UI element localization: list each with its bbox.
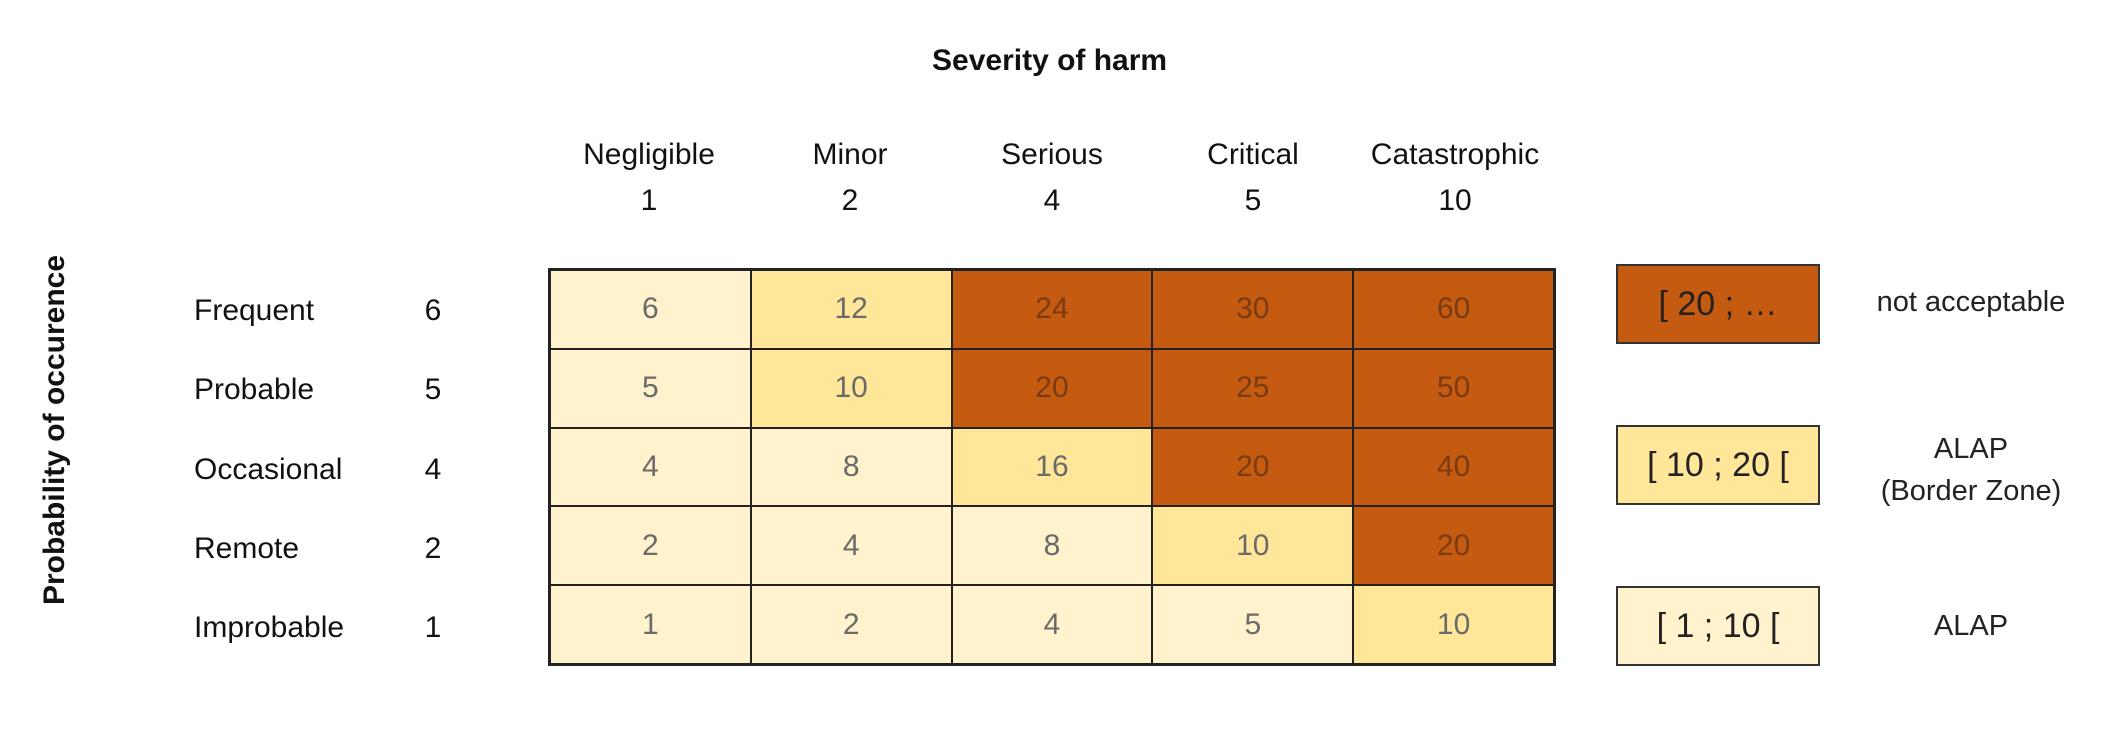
risk-cell: 5 bbox=[1152, 585, 1354, 664]
risk-cell: 24 bbox=[951, 270, 1153, 349]
severity-value: 4 bbox=[1043, 184, 1061, 217]
legend-label-line: ALAP bbox=[1933, 610, 2009, 642]
legend-label-line: ALAP bbox=[1933, 433, 2009, 465]
risk-cell: 2 bbox=[550, 506, 751, 586]
severity-header-serious: Serious 4 bbox=[952, 132, 1152, 224]
risk-cell: 60 bbox=[1353, 270, 1554, 349]
severity-name: Critical bbox=[1207, 138, 1299, 171]
legend-label-alap: ALAP bbox=[1846, 610, 2096, 643]
risk-cell: 20 bbox=[951, 348, 1153, 428]
risk-cell: 2 bbox=[750, 585, 952, 664]
risk-cell: 16 bbox=[951, 427, 1153, 507]
risk-cell: 5 bbox=[550, 348, 751, 428]
risk-cell: 10 bbox=[1152, 506, 1354, 586]
severity-value: 5 bbox=[1244, 184, 1262, 217]
probability-value: 4 bbox=[424, 453, 442, 486]
risk-cell: 20 bbox=[1353, 506, 1554, 586]
severity-value: 1 bbox=[640, 184, 658, 217]
risk-cell: 6 bbox=[550, 270, 751, 349]
legend-swatch-alap-border: [ 10 ; 20 [ bbox=[1616, 425, 1820, 505]
probability-label-remote: Remote bbox=[194, 532, 300, 565]
risk-cell: 10 bbox=[750, 348, 952, 428]
risk-cell: 10 bbox=[1353, 585, 1554, 664]
probability-value: 6 bbox=[424, 294, 442, 327]
risk-cell: 12 bbox=[750, 270, 952, 349]
severity-name: Minor bbox=[812, 138, 888, 171]
legend-label-alap-border: ALAP (Border Zone) bbox=[1846, 428, 2096, 512]
severity-name: Negligible bbox=[583, 138, 715, 171]
risk-cell: 20 bbox=[1152, 427, 1354, 507]
severity-value: 10 bbox=[1438, 184, 1472, 217]
risk-cell: 50 bbox=[1353, 348, 1554, 428]
risk-cell: 4 bbox=[750, 506, 952, 586]
risk-cell: 30 bbox=[1152, 270, 1354, 349]
risk-cell: 1 bbox=[550, 585, 751, 664]
probability-label-probable: Probable bbox=[194, 373, 315, 406]
severity-name: Catastrophic bbox=[1370, 138, 1540, 171]
severity-header-minor: Minor 2 bbox=[750, 132, 950, 224]
risk-cell: 4 bbox=[550, 427, 751, 507]
severity-header-critical: Critical 5 bbox=[1153, 132, 1353, 224]
severity-name: Serious bbox=[1001, 138, 1103, 171]
risk-cell: 8 bbox=[951, 506, 1153, 586]
probability-value: 2 bbox=[424, 532, 442, 565]
probability-label-frequent: Frequent bbox=[194, 294, 315, 327]
y-axis-label: Probability of occurence bbox=[38, 254, 71, 606]
legend-label-line: not acceptable bbox=[1876, 286, 2066, 318]
probability-value: 5 bbox=[424, 373, 442, 406]
legend-swatch-acceptable: [ 1 ; 10 [ bbox=[1616, 586, 1820, 666]
risk-cell: 40 bbox=[1353, 427, 1554, 507]
severity-value: 2 bbox=[841, 184, 859, 217]
chart-title: Severity of harm bbox=[932, 44, 1168, 77]
legend-swatch-not-acceptable: [ 20 ; … bbox=[1616, 264, 1820, 344]
risk-cell: 8 bbox=[750, 427, 952, 507]
probability-label-improbable: Improbable bbox=[194, 611, 345, 644]
risk-cell: 4 bbox=[951, 585, 1153, 664]
severity-header-negligible: Negligible 1 bbox=[549, 132, 749, 224]
probability-value: 1 bbox=[424, 611, 442, 644]
risk-cell: 25 bbox=[1152, 348, 1354, 428]
legend-label-not-acceptable: not acceptable bbox=[1846, 286, 2096, 319]
risk-matrix: 6 12 24 30 60 5 10 20 25 50 4 8 16 20 40… bbox=[548, 268, 1556, 666]
probability-label-occasional: Occasional bbox=[194, 453, 343, 486]
severity-header-catastrophic: Catastrophic 10 bbox=[1355, 132, 1555, 224]
legend-label-line: (Border Zone) bbox=[1880, 475, 2062, 507]
